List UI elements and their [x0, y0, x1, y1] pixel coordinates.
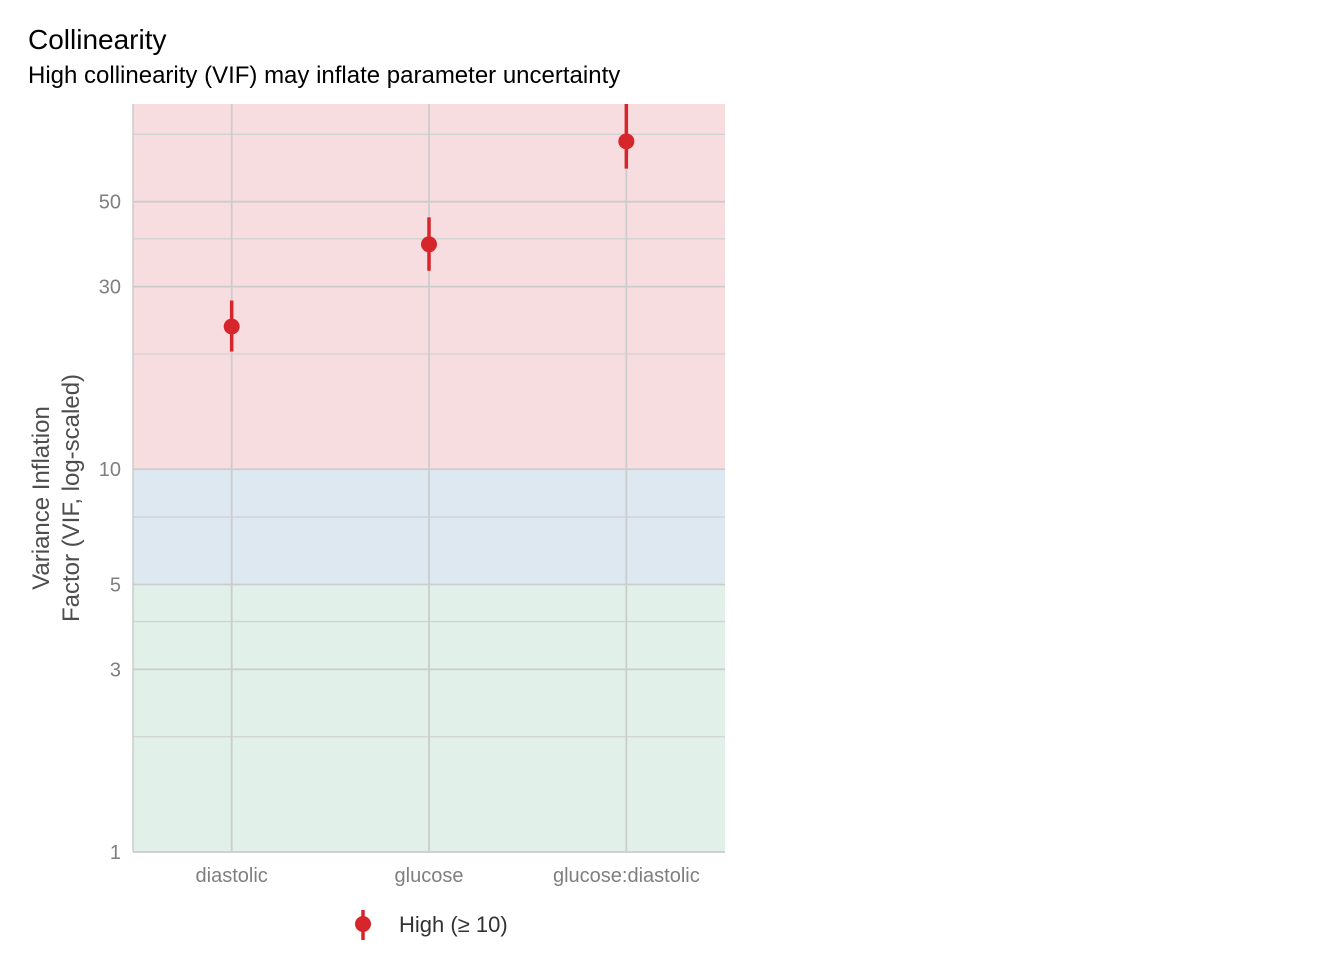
y-tick-label: 30	[99, 277, 121, 299]
legend-label: High (≥ 10)	[399, 912, 508, 937]
chart-subtitle: High collinearity (VIF) may inflate para…	[28, 62, 621, 89]
y-tick-label: 50	[99, 192, 121, 214]
x-axis-ticks: diastolic glucose glucose:diastolic	[196, 865, 700, 887]
grid-lines	[132, 104, 725, 853]
data-point	[223, 318, 240, 335]
legend: High (≥ 10)	[355, 910, 508, 940]
y-tick-label: 3	[110, 659, 121, 681]
y-tick-label: 10	[99, 459, 121, 481]
data-point	[421, 236, 437, 253]
x-tick-label: glucose	[395, 865, 464, 887]
legend-key-point	[355, 916, 371, 932]
y-axis-title-line: Variance Inflation	[28, 406, 55, 590]
y-axis-ticks: 1 3 5 10 30 50	[99, 192, 121, 864]
y-tick-label: 5	[110, 574, 121, 596]
vif-points	[223, 104, 635, 352]
y-axis-title: Variance Inflation Factor (VIF, log-scale…	[28, 374, 85, 622]
x-tick-label: diastolic	[196, 865, 268, 887]
data-point	[618, 133, 635, 150]
y-axis-title-line: Factor (VIF, log-scaled)	[58, 374, 85, 622]
y-tick-label: 1	[110, 842, 121, 864]
x-tick-label: glucose:diastolic	[553, 865, 700, 887]
chart-title: Collinearity	[28, 24, 167, 55]
